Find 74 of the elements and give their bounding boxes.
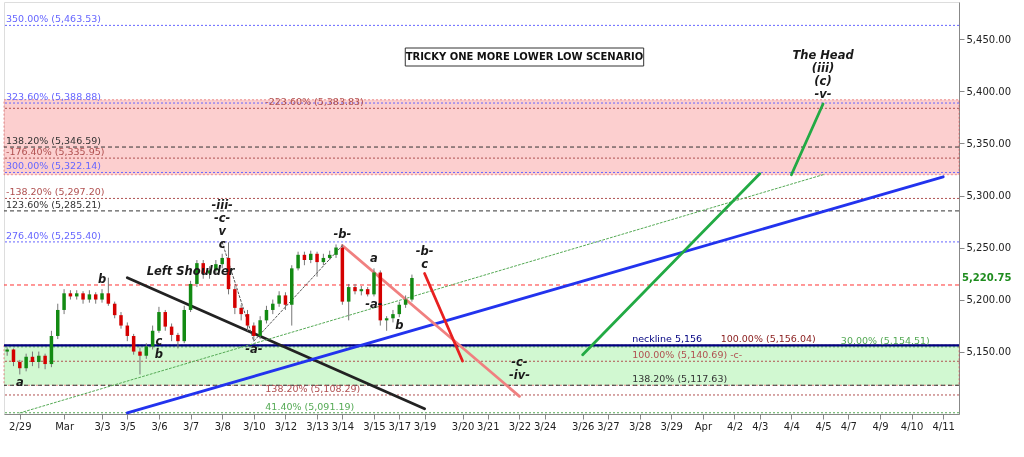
ref-line-label: neckline 5,156 [632, 333, 703, 345]
annotation: a [370, 251, 379, 266]
annotation: (iii) [811, 60, 835, 75]
ref-line-label: 100.00% (5,140.69) -c- [632, 349, 743, 361]
x-tick-label: 3/7 [183, 420, 200, 432]
ref-line-label: -138.20% (5,297.20) [6, 186, 105, 198]
annotation: The Head [792, 47, 855, 62]
x-tick-label: 3/21 [477, 420, 500, 432]
x-tick-label: 4/7 [840, 420, 857, 432]
ref-line-label: 138.20% (5,108.29) [265, 382, 361, 394]
ref-line-label: 138.20% (5,117.63) [632, 373, 728, 385]
ref-line-label: 300.00% (5,322.14) [6, 160, 102, 172]
y-tick-label: 5,350.00 [966, 137, 1012, 149]
y-tick-label: 5,300.00 [966, 190, 1012, 202]
x-tick-label: 3/28 [628, 420, 652, 432]
x-tick-label: 2/29 [9, 420, 32, 432]
annotation: (c) [814, 73, 832, 88]
ref-line-label: -223.60% (5,383.83) [265, 96, 364, 108]
text: 5,220.75 [962, 271, 1012, 283]
ref-line-label: 30.00% (5,154.51) [840, 334, 930, 346]
x-tick-label: 3/3 [94, 420, 111, 432]
ref-line-label: 323.60% (5,388.88) [6, 91, 102, 103]
y-tick-label: 5,200.00 [966, 294, 1012, 306]
annotation: -v- [814, 86, 832, 101]
x-tick-label: 3/5 [119, 420, 136, 432]
x-tick-label: 4/4 [783, 420, 800, 432]
x-tick-label: 4/3 [752, 420, 769, 432]
x-tick-label: 3/8 [214, 420, 231, 432]
x-tick-label: 3/22 [508, 420, 532, 432]
y-tick-label: 5,250.00 [966, 242, 1012, 254]
annotation: c [218, 236, 226, 251]
y-tick-label: 5,150.00 [966, 346, 1012, 358]
x-tick-label: 3/19 [413, 420, 437, 432]
annotation: a [15, 375, 24, 390]
annotation: -c- [511, 355, 528, 370]
x-tick-label: 3/24 [534, 420, 557, 432]
x-tick-label: 4/5 [815, 420, 832, 432]
annotation: c [421, 256, 429, 271]
ref-line-label: -176.40% (5,335.95) [6, 146, 105, 158]
ref-line-label: 123.60% (5,285.21) [6, 198, 102, 210]
x-tick-label: 4/10 [900, 420, 924, 432]
x-tick-label: 3/20 [451, 420, 475, 432]
y-tick-label: 5,400.00 [966, 85, 1012, 97]
annotation: -b- [415, 243, 434, 258]
x-tick-label: 4/9 [872, 420, 889, 432]
x-tick-label: 3/12 [274, 420, 298, 432]
x-tick-label: 3/26 [571, 420, 595, 432]
x-tick-label: 3/29 [660, 420, 683, 432]
x-tick-label: 3/15 [363, 420, 386, 432]
x-tick-label: 3/6 [151, 420, 168, 432]
annotation: -iii- [211, 197, 234, 212]
annotation: c [155, 333, 163, 348]
x-tick-label: 3/13 [306, 420, 329, 432]
annotation: -c- [214, 210, 231, 225]
ref-line-label: 100.00% (5,156.04) [720, 333, 816, 345]
ref-line-label: 276.40% (5,255.40) [6, 229, 102, 241]
x-tick-label: 3/17 [388, 420, 412, 432]
x-tick-label: 4/11 [932, 420, 955, 432]
annotation: b [97, 272, 107, 287]
x-tick-label: 4/2 [726, 420, 744, 432]
annotation: -iv- [508, 368, 531, 383]
annotation: b [154, 346, 164, 361]
annotation: b [395, 318, 404, 333]
x-tick-label: 3/14 [331, 420, 355, 432]
ref-line-label: 138.20% (5,346.59) [6, 135, 102, 147]
ref-line-label: 350.00% (5,463.53) [6, 13, 102, 25]
annotation: -b- [333, 227, 352, 242]
x-tick-label: Mar [55, 420, 75, 432]
x-tick-label: 3/27 [597, 420, 620, 432]
ref-line-label: 41.40% (5,091.19) [265, 400, 355, 412]
y-tick-label: 5,450.00 [966, 33, 1012, 45]
x-tick-label: Apr [694, 420, 713, 432]
x-tick-label: 3/10 [243, 420, 266, 432]
annotation: v [218, 223, 227, 238]
